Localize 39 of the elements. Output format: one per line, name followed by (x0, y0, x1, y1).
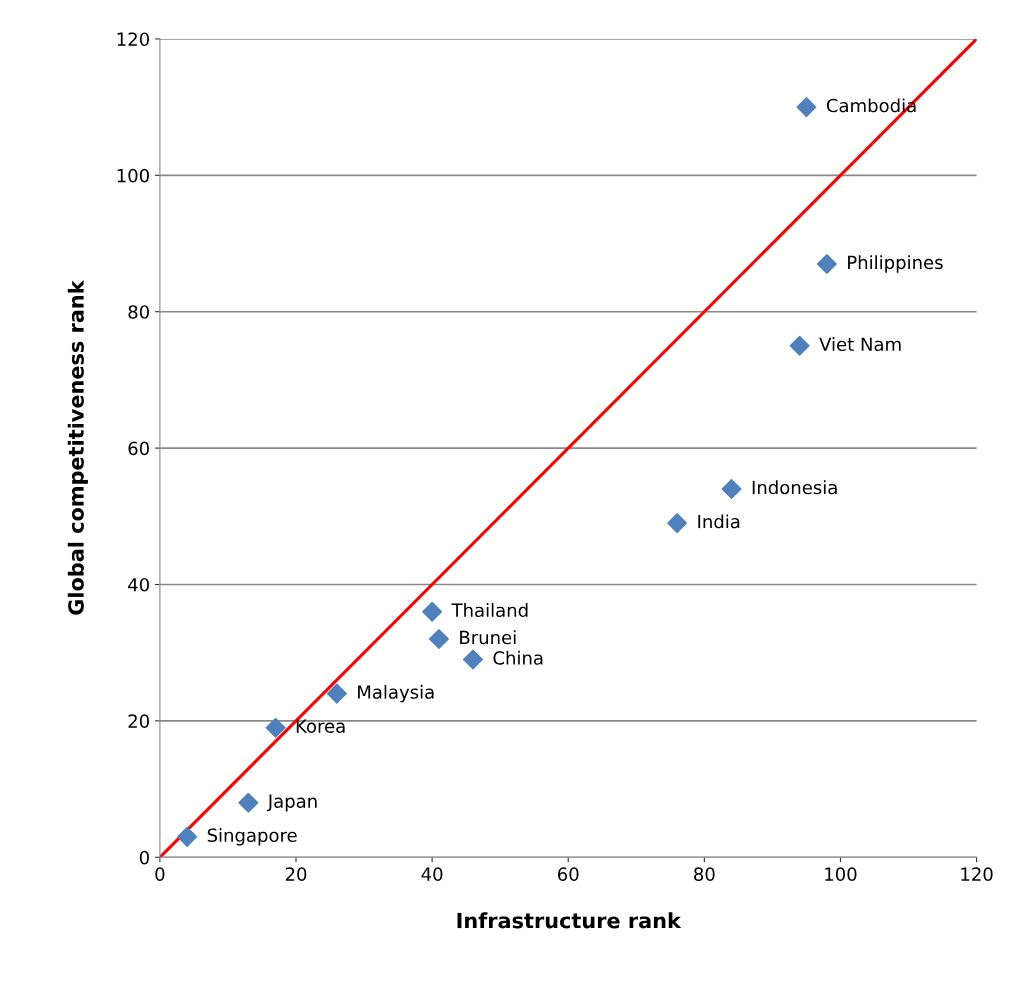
annotation: Philippines (848, 255, 943, 273)
x-tick-label: 0 (155, 867, 165, 881)
point (816, 253, 837, 274)
annotation: Korea (296, 719, 345, 733)
y-tick-label: 120 (117, 32, 149, 47)
point (177, 826, 198, 847)
y-tick-label: 40 (128, 577, 149, 592)
x-tick-label: 120 (961, 867, 993, 881)
point (326, 683, 347, 704)
point (721, 479, 742, 500)
point (667, 513, 688, 534)
y-tick-label: 100 (117, 168, 149, 183)
point (265, 717, 286, 738)
y-tick-label: 20 (128, 714, 149, 729)
x-tick-label: 60 (558, 867, 579, 881)
x-tick-label: 40 (421, 867, 443, 881)
x-tick-label: 100 (825, 867, 857, 881)
annotation: Malaysia (358, 684, 434, 703)
y-axis-title: Global competitiveness rank (67, 280, 88, 615)
point (796, 97, 817, 118)
x-tick-label: 80 (694, 867, 715, 881)
point (238, 792, 259, 813)
x-tick-label: 20 (285, 867, 307, 881)
point (789, 335, 810, 356)
x-axis-title: Infrastructure rank (457, 912, 682, 929)
point (428, 629, 449, 650)
annotation: China (493, 650, 543, 665)
annotation: Indonesia (752, 480, 837, 495)
annotation: India (698, 514, 740, 529)
y-tick-label: 60 (128, 441, 149, 456)
annotation: Thailand (451, 603, 528, 618)
annotation: Singapore (207, 828, 297, 846)
point (462, 649, 483, 670)
y-tick-label: 0 (139, 850, 149, 865)
y-tick-label: 80 (128, 305, 149, 319)
annotation: Viet Nam (819, 337, 901, 352)
annotation: Brunei (460, 630, 516, 645)
annotation: Japan (266, 794, 317, 812)
point (422, 601, 443, 622)
